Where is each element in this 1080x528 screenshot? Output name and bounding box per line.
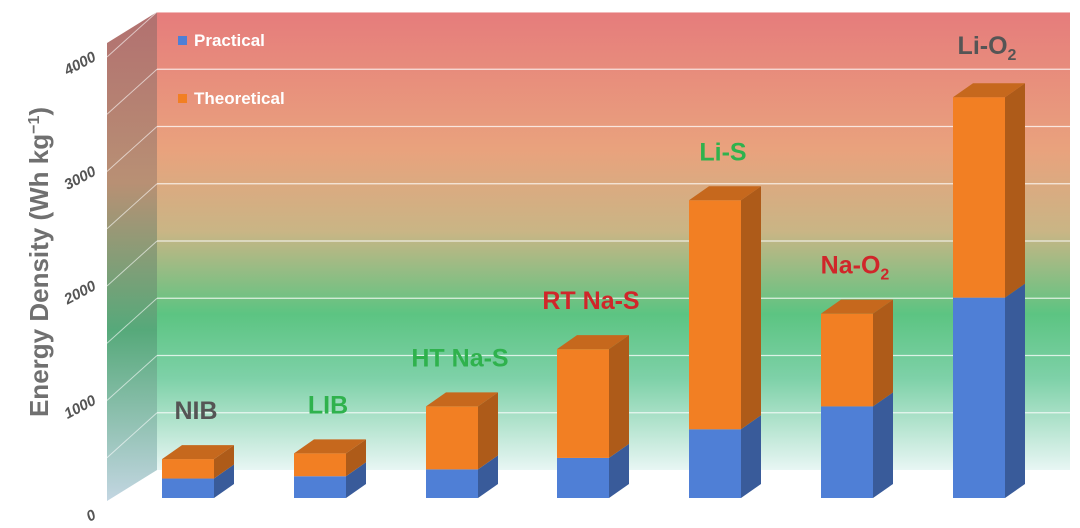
gridline-wall (106, 11, 158, 58)
bar-segment-side (609, 335, 629, 458)
bar-group (821, 299, 893, 498)
bar-group (953, 83, 1025, 498)
y-tick-label: 4000 (61, 48, 100, 79)
bars (162, 83, 1025, 498)
category-label: Li-O2 (958, 32, 1017, 64)
y-tick-label: 3000 (61, 163, 99, 194)
category-label: LIB (308, 391, 348, 419)
y-axis-title: Energy Density (Wh kg−1) (24, 107, 54, 417)
bar-segment (294, 453, 346, 477)
bar-group (557, 335, 629, 498)
gridline-wall (106, 183, 158, 230)
bar-group (426, 392, 498, 498)
y-tick-label: 2000 (61, 277, 100, 308)
bar-group (294, 439, 366, 498)
bar-top (557, 335, 629, 350)
category-label: HT Na-S (411, 344, 508, 372)
gridline-wall (106, 355, 158, 401)
bar-segment-side (214, 445, 234, 479)
bar-segment-side (478, 392, 498, 470)
bar-group (162, 445, 234, 498)
gridline-wall (106, 240, 158, 287)
bar-segment (953, 97, 1005, 298)
bar-top (162, 445, 234, 460)
legend-label: Practical (194, 31, 265, 50)
bar-segment-side (346, 439, 366, 477)
category-label: Li-S (699, 138, 746, 166)
bar-top (953, 83, 1025, 98)
bar-segment-side (609, 443, 629, 498)
bar-segment (689, 200, 741, 430)
bar-segment (162, 478, 214, 498)
bar-top (294, 439, 366, 454)
bar-segment (821, 313, 873, 407)
bar-segment-side (1005, 283, 1025, 498)
legend: Practical Theoretical (178, 31, 285, 108)
bar-segment-side (214, 464, 234, 498)
bar-segment-side (346, 462, 366, 498)
bar-segment (557, 457, 609, 498)
gridline-wall (106, 126, 158, 172)
bar-segment-side (1005, 83, 1025, 298)
y-tick-label: 0 (84, 506, 100, 525)
gridline-wall (106, 297, 158, 344)
bar-segment-side (873, 299, 893, 407)
bar-top (689, 186, 761, 201)
bar-segment (821, 406, 873, 498)
legend-label: Theoretical (194, 89, 285, 108)
bar-segment (426, 469, 478, 498)
bar-top (821, 299, 893, 314)
gridline-wall (106, 68, 158, 115)
bar-segment-side (741, 415, 761, 498)
y-tick-label: 1000 (61, 392, 99, 423)
bar-segment (294, 476, 346, 498)
bar-segment-side (741, 186, 761, 430)
bar-segment-side (873, 392, 893, 498)
category-labels: NIB LIB HT Na-S RT Na-S Li-S Na-O2 Li-O2 (174, 32, 1016, 425)
bar-group (689, 186, 761, 498)
bar-segment (162, 459, 214, 479)
bar-segment-side (478, 455, 498, 498)
category-label: Na-O2 (821, 252, 890, 284)
legend-swatch (178, 94, 187, 103)
bar-top (426, 392, 498, 407)
category-label: NIB (174, 397, 217, 425)
category-label: RT Na-S (542, 287, 639, 315)
bar-segment (689, 429, 741, 498)
legend-swatch (178, 36, 187, 45)
bar-segment (953, 297, 1005, 498)
bar-segment (557, 349, 609, 458)
chart-left-wall (107, 12, 157, 501)
bar-segment (426, 406, 478, 470)
gridline-wall (106, 412, 158, 459)
